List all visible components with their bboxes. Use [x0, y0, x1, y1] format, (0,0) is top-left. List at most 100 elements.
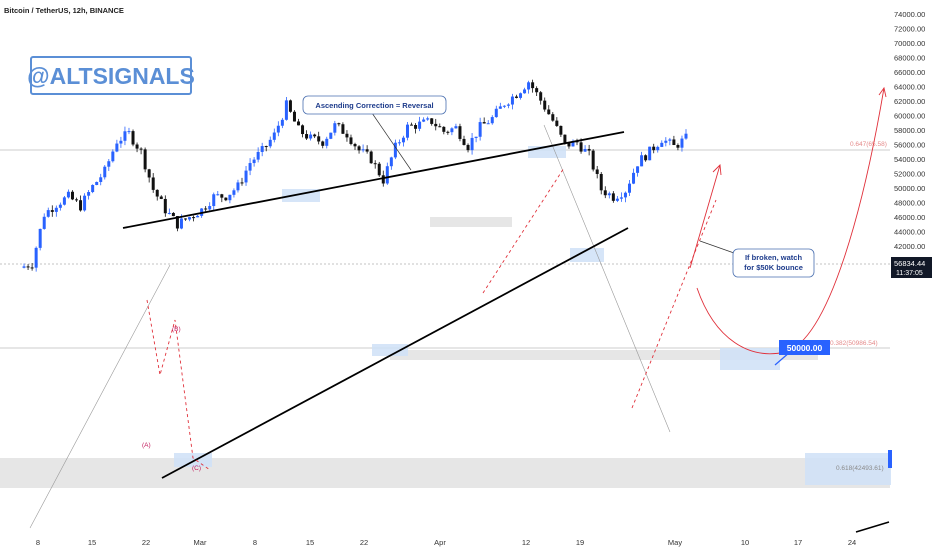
candle-down	[292, 111, 296, 122]
candle-down	[143, 149, 147, 170]
candle-down	[240, 182, 244, 184]
candle-down	[337, 123, 341, 125]
candle-up	[684, 133, 688, 139]
candle-down	[543, 100, 547, 110]
candle-up	[260, 146, 264, 152]
price-axis-label: 50000.00	[894, 184, 925, 193]
price-target-label: 50000.00	[787, 343, 823, 353]
candle-up	[103, 166, 107, 178]
candle-up	[309, 134, 313, 139]
candle-down	[603, 190, 607, 196]
candle-up	[619, 197, 623, 199]
price-axis-label: 66000.00	[894, 68, 925, 77]
price-target-pointer	[774, 351, 791, 366]
price-axis: 74000.00 72000.00 70000.00 68000.00 66000.00…	[894, 10, 925, 266]
candle-up	[272, 132, 276, 140]
candle-up	[664, 140, 668, 143]
candle-down	[591, 150, 595, 170]
candle-down	[353, 143, 357, 147]
candle-down	[139, 148, 143, 150]
candle-down	[579, 142, 583, 152]
grey-support-zone	[0, 458, 890, 488]
candle-up	[256, 151, 260, 160]
candle-up	[38, 228, 42, 248]
candle-up	[474, 136, 478, 138]
candle-up	[680, 138, 684, 148]
candle-up	[42, 216, 46, 229]
candle-down	[567, 142, 571, 147]
candle-up	[54, 207, 58, 212]
candle-up	[627, 183, 631, 193]
candle-down	[652, 146, 656, 151]
candle-up	[325, 138, 329, 146]
candle-up	[123, 131, 127, 141]
callout-ascending-correction	[302, 95, 447, 115]
candle-up	[519, 93, 523, 98]
fib-label-top: 0.647(65.58)	[850, 141, 887, 148]
candle-up	[506, 104, 510, 106]
candle-down	[644, 155, 648, 161]
candle-down	[414, 125, 418, 129]
candle-down	[462, 138, 466, 145]
candle-up	[87, 192, 91, 196]
candle-up	[91, 184, 95, 193]
candle-up	[478, 122, 482, 137]
candle-up	[361, 149, 365, 151]
candle-up	[188, 217, 192, 220]
callout-if-broken-line1: If broken, watch	[745, 253, 803, 262]
projection-arrow-up-head	[712, 164, 722, 176]
candle-down	[341, 124, 345, 134]
candle-up	[276, 125, 280, 133]
candle-up	[268, 139, 272, 147]
callout-ascending-text: Ascending Correction = Reversal	[315, 101, 433, 110]
candle-up	[107, 161, 111, 167]
price-axis-label: 46000.00	[894, 213, 925, 222]
candle-up	[656, 146, 660, 151]
price-target-box	[779, 340, 830, 355]
candle-down	[365, 149, 369, 152]
candle-down	[30, 267, 34, 269]
time-axis-label: 24	[848, 538, 856, 547]
candle-down	[224, 197, 228, 201]
candle-up	[607, 193, 611, 196]
candle-up	[393, 142, 397, 158]
candle-down	[482, 122, 486, 124]
candle-down	[159, 196, 163, 199]
candle-up	[232, 190, 236, 195]
candle-down	[442, 126, 446, 132]
candle-up	[34, 247, 38, 268]
candle-up	[119, 140, 123, 144]
fib-label-mid: 0.382(50986.54)	[830, 340, 878, 347]
candle-up	[401, 137, 405, 143]
price-countdown: 11:37:05	[896, 270, 923, 277]
candle-down	[672, 139, 676, 145]
candle-up	[62, 197, 66, 205]
candle-up	[236, 182, 240, 191]
candle-down	[357, 146, 361, 151]
guide-trendline	[29, 264, 171, 529]
wave-label-b: (B)	[172, 326, 181, 333]
candle-down	[321, 141, 325, 146]
callout-pointer	[699, 240, 735, 254]
chart-title: Bitcoin / TetherUS, 12h, BINANCE	[4, 6, 124, 15]
price-axis-label: 52000.00	[894, 170, 925, 179]
candle-up	[454, 126, 458, 129]
candle-down	[131, 131, 135, 145]
bottom-right-line	[855, 521, 890, 533]
candle-down	[458, 126, 462, 139]
time-axis-label: 22	[360, 538, 368, 547]
candle-up	[248, 163, 252, 171]
highlight-zone	[372, 344, 408, 356]
time-axis: 8 15 22 Mar 8 15 22 Apr 12 19 May 10 17 24	[36, 538, 856, 547]
candle-down	[264, 146, 268, 148]
time-axis-label: 19	[576, 538, 584, 547]
candle-down	[410, 124, 414, 126]
price-axis-label: 48000.00	[894, 199, 925, 208]
candle-up	[208, 206, 212, 210]
candle-down	[317, 136, 321, 142]
time-axis-label: May	[668, 538, 682, 547]
candle-up	[252, 159, 256, 164]
candle-up	[99, 177, 103, 182]
candle-down	[155, 189, 159, 197]
